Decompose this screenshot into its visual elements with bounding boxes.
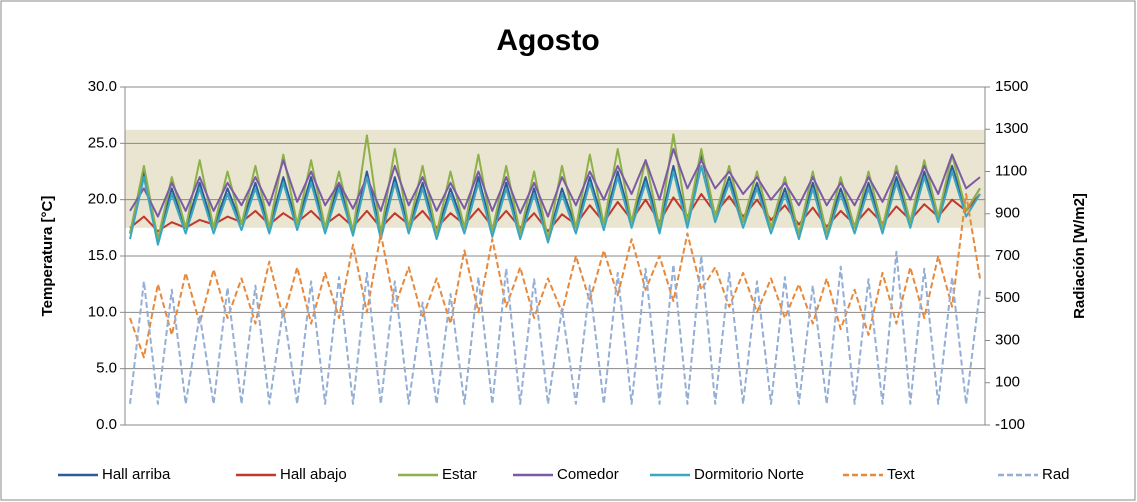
y2-tick-label: 700: [995, 247, 1020, 264]
y2-tick-label: 500: [995, 289, 1020, 306]
legend-label: Estar: [442, 466, 477, 483]
series-line: [129, 193, 981, 359]
y-tick-label: 20.0: [88, 191, 117, 208]
y-axis-title: Temperatura [°C]: [39, 196, 56, 317]
series-line: [129, 164, 981, 246]
y-tick-label: 10.0: [88, 303, 117, 320]
series-line: [129, 250, 981, 405]
chart-title: Agosto: [496, 24, 599, 57]
y-tick-label: 15.0: [88, 247, 117, 264]
y2-tick-label: -100: [995, 416, 1025, 433]
y-tick-label: 5.0: [96, 360, 117, 377]
legend-label: Dormitorio Norte: [694, 466, 804, 483]
y2-tick-label: 1100: [995, 162, 1027, 179]
series-line: [129, 148, 981, 218]
y-tick-label: 0.0: [96, 416, 117, 433]
legend-label: Rad: [1042, 466, 1070, 483]
y2-axis-title: Radiación [W/m2]: [1071, 193, 1088, 319]
y2-tick-label: 100: [995, 374, 1020, 391]
y-tick-label: 30.0: [88, 78, 117, 95]
y-tick-label: 25.0: [88, 134, 117, 151]
y2-tick-label: 900: [995, 205, 1020, 222]
legend-label: Comedor: [557, 466, 619, 483]
legend-label: Hall abajo: [280, 466, 347, 483]
legend-label: Hall arriba: [102, 466, 171, 483]
y2-tick-label: 300: [995, 331, 1020, 348]
legend-label: Text: [887, 466, 915, 483]
y2-tick-label: 1500: [995, 78, 1028, 95]
y2-tick-label: 1300: [995, 120, 1028, 137]
